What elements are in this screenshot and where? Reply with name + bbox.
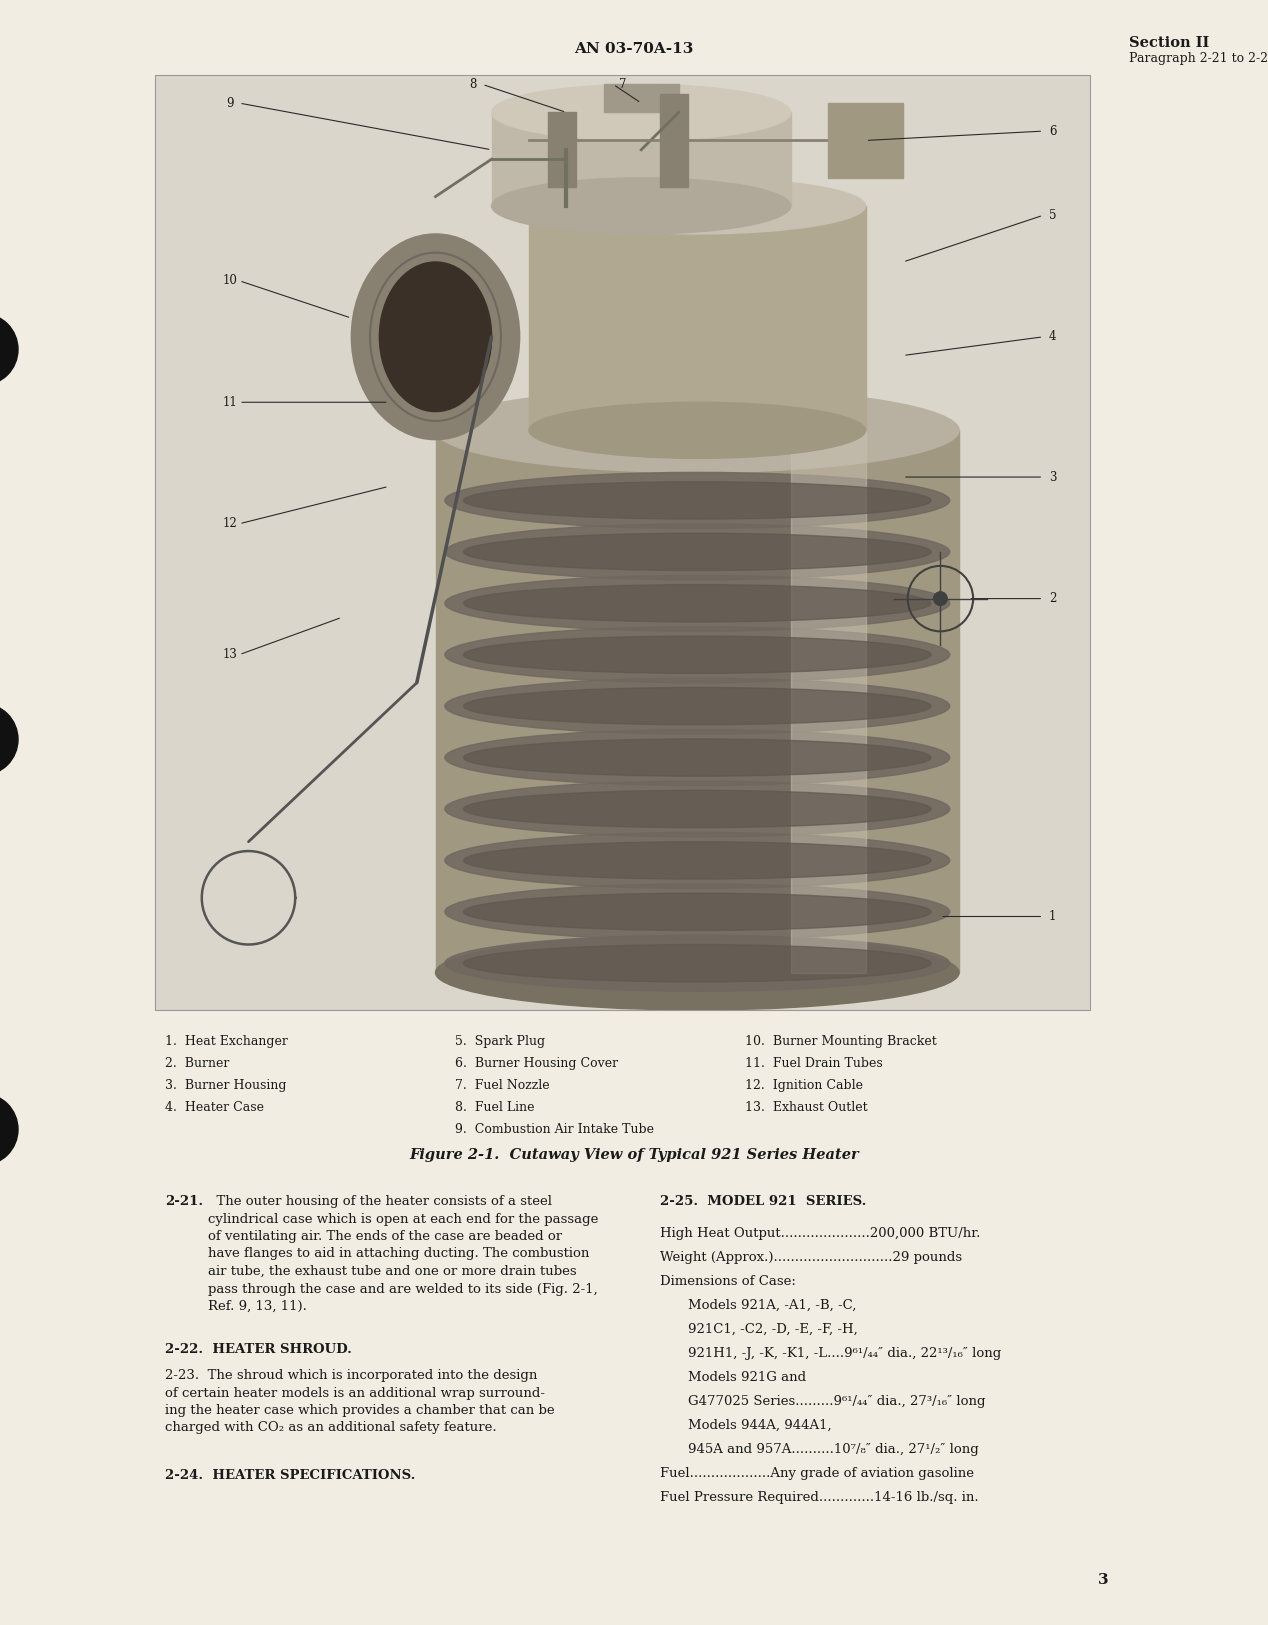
Circle shape xyxy=(933,592,948,606)
Ellipse shape xyxy=(445,782,950,837)
Text: 2: 2 xyxy=(1049,592,1056,604)
Text: 6.  Burner Housing Cover: 6. Burner Housing Cover xyxy=(455,1056,618,1069)
Bar xyxy=(828,102,903,177)
Ellipse shape xyxy=(464,739,931,777)
Ellipse shape xyxy=(445,884,950,939)
Text: 2-21.: 2-21. xyxy=(165,1194,203,1207)
Text: 12: 12 xyxy=(222,517,237,530)
Ellipse shape xyxy=(435,936,959,1011)
Text: 7.  Fuel Nozzle: 7. Fuel Nozzle xyxy=(455,1079,549,1092)
Ellipse shape xyxy=(445,936,950,991)
Text: 6: 6 xyxy=(1049,125,1056,138)
Circle shape xyxy=(0,1094,18,1165)
Ellipse shape xyxy=(529,403,866,458)
Text: High Heat Output.....................200,000 BTU/hr.: High Heat Output.....................200… xyxy=(661,1227,980,1240)
Ellipse shape xyxy=(445,832,950,889)
Text: 11.  Fuel Drain Tubes: 11. Fuel Drain Tubes xyxy=(746,1056,883,1069)
Text: 7: 7 xyxy=(619,78,626,91)
Text: AN 03-70A-13: AN 03-70A-13 xyxy=(574,42,694,55)
Text: 8: 8 xyxy=(469,78,477,91)
Text: 10.  Burner Mounting Bracket: 10. Burner Mounting Bracket xyxy=(746,1035,937,1048)
Text: 1.  Heat Exchanger: 1. Heat Exchanger xyxy=(165,1035,288,1048)
Text: Models 921G and: Models 921G and xyxy=(689,1372,806,1384)
Text: Models 921A, -A1, -B, -C,: Models 921A, -A1, -B, -C, xyxy=(689,1298,856,1311)
Text: 12.  Ignition Cable: 12. Ignition Cable xyxy=(746,1079,864,1092)
Ellipse shape xyxy=(435,388,959,473)
Text: The outer housing of the heater consists of a steel
cylindrical case which is op: The outer housing of the heater consists… xyxy=(208,1194,598,1313)
Text: Dimensions of Case:: Dimensions of Case: xyxy=(661,1276,796,1289)
Ellipse shape xyxy=(445,627,950,682)
Text: 5.  Spark Plug: 5. Spark Plug xyxy=(455,1035,545,1048)
Text: 13.  Exhaust Outlet: 13. Exhaust Outlet xyxy=(746,1102,867,1115)
Text: 2-22.  HEATER SHROUD.: 2-22. HEATER SHROUD. xyxy=(165,1342,353,1355)
Text: 2-23.  The shroud which is incorporated into the design
of certain heater models: 2-23. The shroud which is incorporated i… xyxy=(165,1368,554,1435)
Text: Fuel...................Any grade of aviation gasoline: Fuel...................Any grade of avia… xyxy=(661,1467,974,1480)
Text: 4.  Heater Case: 4. Heater Case xyxy=(165,1102,264,1115)
Bar xyxy=(604,84,678,112)
Text: 3: 3 xyxy=(1098,1573,1108,1588)
Circle shape xyxy=(0,314,18,385)
Text: 13: 13 xyxy=(222,648,237,661)
Text: Fuel Pressure Required.............14-16 lb./sq. in.: Fuel Pressure Required.............14-16… xyxy=(661,1492,979,1505)
Text: Section II: Section II xyxy=(1129,36,1208,50)
Bar xyxy=(529,206,866,431)
Text: Paragraph 2-21 to 2-25: Paragraph 2-21 to 2-25 xyxy=(1129,52,1268,65)
Ellipse shape xyxy=(445,473,950,528)
Ellipse shape xyxy=(464,481,931,518)
Text: 2-24.  HEATER SPECIFICATIONS.: 2-24. HEATER SPECIFICATIONS. xyxy=(165,1469,416,1482)
Ellipse shape xyxy=(379,262,492,411)
Text: 5: 5 xyxy=(1049,208,1056,221)
Ellipse shape xyxy=(464,894,931,931)
Ellipse shape xyxy=(464,944,931,981)
Bar xyxy=(791,431,866,973)
Bar xyxy=(659,94,689,187)
Ellipse shape xyxy=(445,678,950,734)
FancyBboxPatch shape xyxy=(155,75,1090,1011)
Ellipse shape xyxy=(445,575,950,632)
Text: 11: 11 xyxy=(222,396,237,410)
Ellipse shape xyxy=(529,177,866,234)
Ellipse shape xyxy=(445,730,950,785)
Ellipse shape xyxy=(492,84,791,140)
Text: 1: 1 xyxy=(1049,910,1056,923)
Text: G477025 Series.........9⁶¹/₄₄″ dia., 27³/₁₆″ long: G477025 Series.........9⁶¹/₄₄″ dia., 27³… xyxy=(689,1394,985,1407)
Bar xyxy=(435,431,959,973)
Ellipse shape xyxy=(464,842,931,879)
Text: 921H1, -J, -K, -K1, -L....9⁶¹/₄₄″ dia., 22¹³/₁₆″ long: 921H1, -J, -K, -K1, -L....9⁶¹/₄₄″ dia., … xyxy=(689,1347,1002,1360)
Text: Figure 2-1.  Cutaway View of Typical 921 Series Heater: Figure 2-1. Cutaway View of Typical 921 … xyxy=(410,1147,858,1162)
Bar xyxy=(548,112,576,187)
Text: 8.  Fuel Line: 8. Fuel Line xyxy=(455,1102,535,1115)
Ellipse shape xyxy=(464,790,931,827)
Ellipse shape xyxy=(445,523,950,580)
Ellipse shape xyxy=(464,585,931,622)
Text: 2-25.  MODEL 921  SERIES.: 2-25. MODEL 921 SERIES. xyxy=(661,1194,866,1207)
Ellipse shape xyxy=(464,635,931,673)
Text: 921C1, -C2, -D, -E, -F, -H,: 921C1, -C2, -D, -E, -F, -H, xyxy=(689,1323,857,1336)
Text: Models 944A, 944A1,: Models 944A, 944A1, xyxy=(689,1419,832,1432)
Text: 10: 10 xyxy=(222,275,237,288)
Ellipse shape xyxy=(351,234,520,440)
Circle shape xyxy=(0,704,18,775)
Text: 2.  Burner: 2. Burner xyxy=(165,1056,230,1069)
Bar xyxy=(492,112,791,206)
Ellipse shape xyxy=(464,533,931,570)
Text: 4: 4 xyxy=(1049,330,1056,343)
Text: 9: 9 xyxy=(226,96,233,109)
Text: 3.  Burner Housing: 3. Burner Housing xyxy=(165,1079,287,1092)
Ellipse shape xyxy=(492,177,791,234)
Text: Weight (Approx.)............................29 pounds: Weight (Approx.)........................… xyxy=(661,1251,962,1264)
Text: 9.  Combustion Air Intake Tube: 9. Combustion Air Intake Tube xyxy=(455,1123,654,1136)
Ellipse shape xyxy=(464,687,931,725)
Text: 945A and 957A..........10⁷/₈″ dia., 27¹/₂″ long: 945A and 957A..........10⁷/₈″ dia., 27¹/… xyxy=(689,1443,979,1456)
Text: 3: 3 xyxy=(1049,471,1056,484)
